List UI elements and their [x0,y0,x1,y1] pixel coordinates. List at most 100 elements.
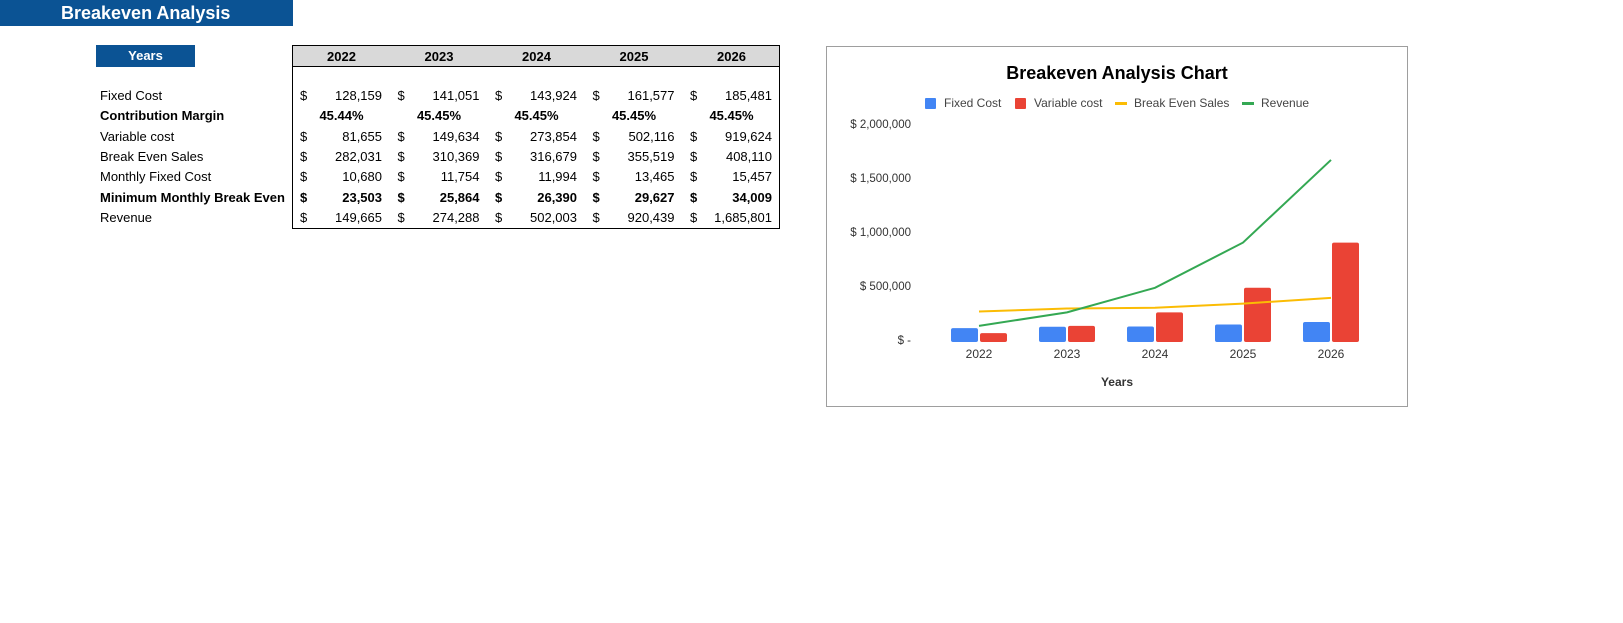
currency-symbol: $ [495,88,503,103]
line-revenue[interactable] [978,159,1332,327]
y-tick-label: $ 2,000,000 [850,119,911,131]
table-cell: 149,634 [432,128,480,144]
currency-symbol: $ [592,169,600,185]
table-cell: 11,754 [440,169,480,185]
currency-symbol: $ [397,148,405,164]
table-cell: 274,288 [432,209,480,225]
legend-label: Break Even Sales [1134,96,1230,110]
table-cell: 273,854 [530,128,577,144]
currency-symbol: $ [300,189,308,205]
bar-fixed-cost-2025[interactable] [1215,324,1242,342]
table-cell: 45.44% [319,108,364,124]
table-cell: 45.45% [611,108,657,124]
currency-symbol: $ [300,148,308,164]
table-cell: 282,031 [335,148,382,164]
currency-symbol: $ [592,148,600,164]
table-cell: 920,439 [627,209,675,225]
currency-symbol: $ [397,209,405,225]
year-header-2022: 2022 [327,49,356,64]
currency-symbol: $ [592,209,600,225]
row-label: Monthly Fixed Cost [100,169,212,185]
x-tick-label: 2023 [1054,347,1081,361]
currency-symbol: $ [690,88,698,103]
table-cell: 15,457 [732,169,772,185]
year-header-2023: 2023 [424,49,454,64]
table-cell: 25,864 [439,189,480,205]
bar-variable-cost-2025[interactable] [1244,287,1271,342]
bar-fixed-cost-2026[interactable] [1303,321,1330,342]
currency-symbol: $ [397,128,405,144]
year-header-row: 2022 2023 2024 2025 2026 [293,46,779,67]
chart-legend: Fixed Cost Variable cost Break Even Sales R… [827,95,1407,111]
legend-label: Revenue [1261,96,1310,110]
table-cell: 310,369 [432,148,480,164]
currency-symbol: $ [690,209,698,225]
row-label: Break Even Sales [100,148,204,164]
table-cell: 13,465 [634,169,675,185]
table-cell: 919,624 [725,128,772,144]
x-axis-title: Years [1100,375,1134,389]
x-tick-label: 2024 [1142,347,1169,361]
breakeven-table: 2022 2023 2024 2025 2026 $128,159 $141,051 $14… [292,45,780,229]
legend-swatch [1115,102,1127,105]
table-cell: 185,481 [725,88,772,103]
currency-symbol: $ [495,189,503,205]
table-cell: 128,159 [335,88,382,103]
table-cell: 45.45% [514,108,559,124]
currency-symbol: $ [300,128,308,144]
bar-fixed-cost-2024[interactable] [1127,326,1154,342]
currency-symbol: $ [397,169,405,185]
currency-symbol: $ [300,169,308,185]
legend-label: Variable cost [1034,96,1103,110]
table-cell: 355,519 [627,148,675,164]
currency-symbol: $ [397,189,405,205]
currency-symbol: $ [592,189,600,205]
legend-swatch [1015,98,1026,109]
currency-symbol: $ [300,209,308,225]
x-tick-label: 2022 [966,347,993,361]
bar-variable-cost-2024[interactable] [1156,312,1183,342]
row-label: Fixed Cost [100,88,163,103]
table-cell: 316,679 [530,148,577,164]
table-cell: 161,577 [627,88,675,103]
currency-symbol: $ [690,169,698,185]
bar-variable-cost-2022[interactable] [980,333,1007,342]
table-cell: 10,680 [342,169,382,185]
table-cell: 29,627 [634,189,675,205]
chart-plot-area: 2022 2023 2024 2025 2026 [951,159,1359,361]
x-tick-label: 2026 [1318,347,1345,361]
table-cell: 141,051 [432,88,480,103]
currency-symbol: $ [495,209,503,225]
currency-symbol: $ [495,169,503,185]
table-cell: 1,685,801 [714,209,772,225]
x-tick-label: 2025 [1230,347,1257,361]
breakeven-chart[interactable]: Breakeven Analysis Chart Fixed Cost Varia… [826,46,1408,407]
y-tick-label: $ - [897,335,911,347]
table-cell: 45.45% [709,108,754,124]
bar-variable-cost-2023[interactable] [1068,325,1095,342]
table-cell: 408,110 [725,148,772,164]
year-header-2025: 2025 [619,49,649,64]
currency-symbol: $ [690,148,698,164]
table-cell: 81,655 [342,128,382,144]
table-cell: 34,009 [732,189,772,205]
currency-symbol: $ [495,148,503,164]
table-cell: 143,924 [530,88,577,103]
table-cell: 23,503 [342,189,382,205]
currency-symbol: $ [592,128,600,144]
line-break-even-sales[interactable] [978,296,1332,313]
years-label: Years [96,45,195,67]
year-header-2024: 2024 [522,49,551,64]
row-label: Revenue [100,209,153,225]
legend-label: Fixed Cost [944,96,1002,110]
currency-symbol: $ [690,189,698,205]
bar-fixed-cost-2023[interactable] [1039,326,1066,342]
table-cell: 502,003 [530,209,577,225]
row-label: Contribution Margin [100,108,225,124]
bar-fixed-cost-2022[interactable] [951,328,978,342]
currency-symbol: $ [300,88,308,103]
year-header-2026: 2026 [717,49,746,64]
row-label: Variable cost [100,128,175,144]
table-cell: 502,116 [628,128,675,144]
bar-variable-cost-2026[interactable] [1332,242,1359,342]
